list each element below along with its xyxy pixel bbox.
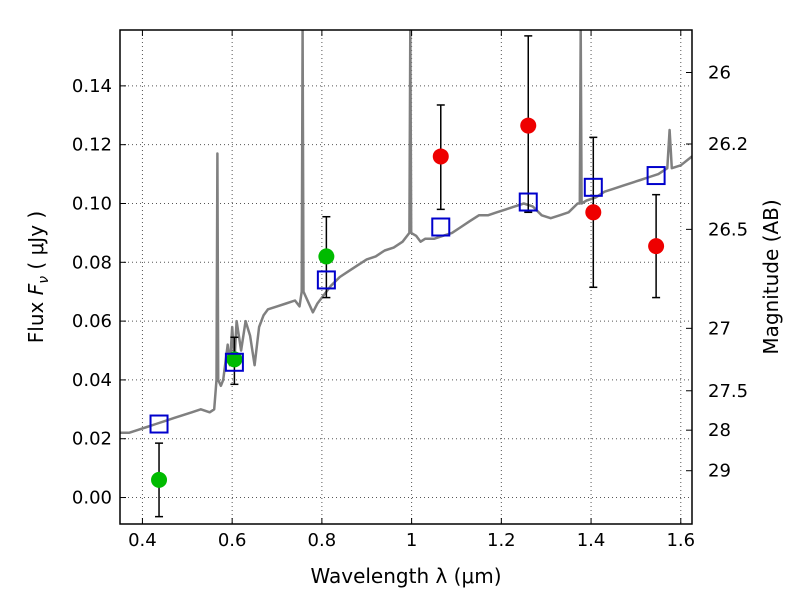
green-data-point [151,471,168,488]
y-tick-label: 0.14 [72,76,112,97]
y2-tick-label: 26 [708,63,731,84]
x-tick-label: 1.6 [666,530,695,551]
x-axis-label: Wavelength λ (μm) [310,564,501,588]
model-square-point [646,166,666,186]
y-tick-label: 0.04 [72,370,112,391]
axes: 0.4 0.6 0.8 1 1.2 1.4 1.6 0.00 0.02 0.04 0.06 0.08 0… [72,29,748,551]
y-tick-label: 0.02 [72,429,112,450]
red-data-point [585,204,602,221]
model-square-point [583,177,603,197]
red-data-point [432,148,449,165]
y2-tick-label: 26.2 [708,134,748,155]
red-data-point [648,238,665,255]
x-tick-label: 0.4 [128,530,157,551]
y-axis-label: Flux Fν ( μJy ) [24,211,52,343]
right-axis-label: Magnitude (AB) [759,199,783,354]
red-data-point [520,117,537,134]
model-square-point [518,192,538,212]
y2-tick-label: 27.5 [708,381,748,402]
y2-tick-label: 27 [708,318,731,339]
y2-tick-label: 28 [708,420,731,441]
y-tick-label: 0.12 [72,135,112,156]
model-spectrum-line [120,30,692,435]
y-tick-label: 0.08 [72,252,112,273]
model-square-point [316,270,336,290]
model-square-point [224,352,244,372]
y-tick-label: 0.00 [72,488,112,509]
green-data-point [226,351,243,368]
x-tick-label: 1.2 [487,530,516,551]
plot-frame [119,29,693,525]
x-tick-label: 1 [406,530,417,551]
plot-area [120,30,692,518]
green-data-point [318,248,335,265]
y-tick-label: 0.06 [72,311,112,332]
x-tick-label: 0.8 [308,530,337,551]
grid [120,30,692,524]
y2-tick-label: 29 [708,461,731,482]
y2-tick-label: 26.5 [708,219,748,240]
y-tick-label: 0.10 [72,193,112,214]
model-square-point [431,217,451,237]
x-tick-label: 1.4 [577,530,606,551]
model-square-point [149,414,169,434]
x-tick-label: 0.6 [218,530,247,551]
